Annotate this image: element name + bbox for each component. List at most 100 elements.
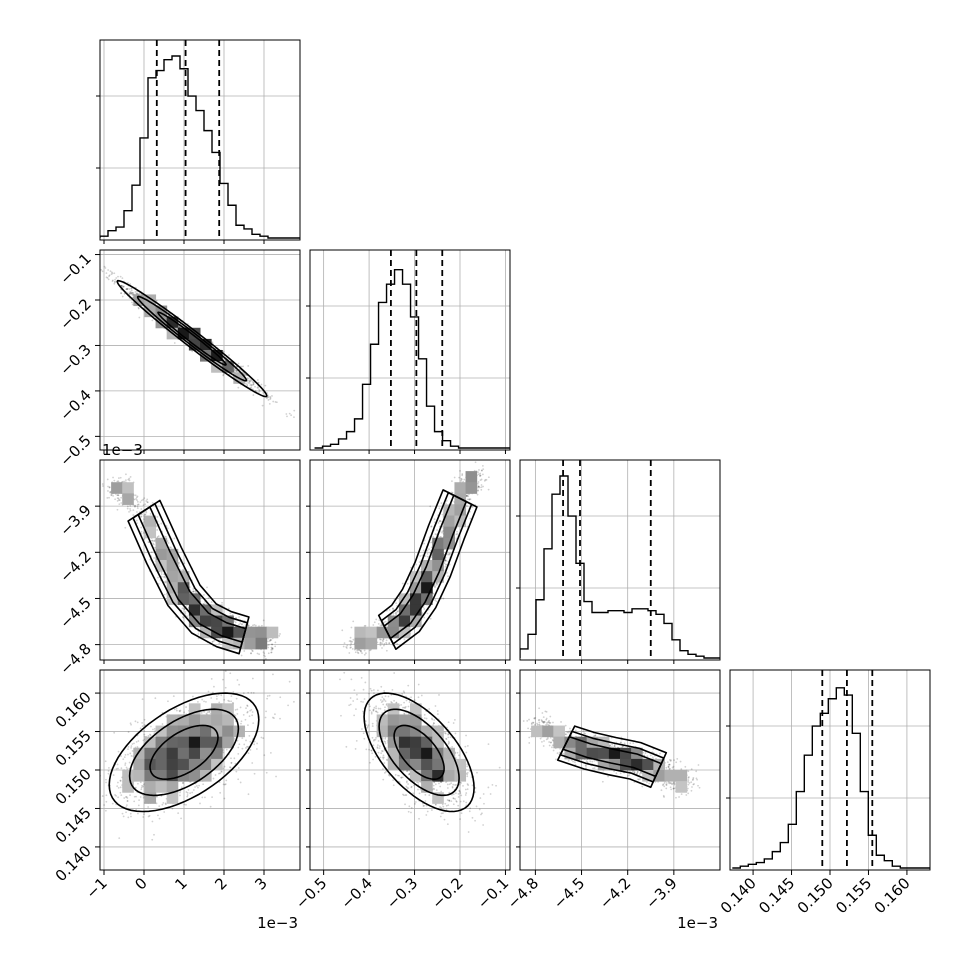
scatter-point (128, 288, 131, 290)
scatter-point (434, 533, 437, 535)
density-cell (211, 350, 223, 362)
scatter-point (274, 641, 277, 644)
scatter-point (120, 502, 123, 504)
scatter-point (238, 623, 240, 626)
scatter-point (450, 491, 453, 494)
scatter-point (247, 381, 250, 384)
scatter-point (385, 639, 388, 642)
scatter-point (108, 496, 110, 499)
scatter-point (418, 561, 421, 563)
scatter-point (151, 501, 154, 504)
scatter-point (479, 475, 481, 477)
scatter-point (382, 638, 385, 641)
scatter-point (107, 269, 110, 271)
scatter-point (267, 637, 270, 640)
density-cell (432, 560, 444, 572)
scatter-point (440, 502, 443, 505)
scatter-point (445, 499, 448, 502)
scatter-point (105, 276, 108, 279)
scatter-point (469, 498, 472, 501)
scatter-point (256, 386, 259, 389)
scatter-point (426, 552, 429, 555)
scatter-point (271, 395, 273, 397)
contour-line (136, 295, 248, 382)
density-cell (354, 637, 367, 650)
scatter-point (461, 473, 464, 475)
density-cell (166, 560, 179, 572)
scatter-point (424, 555, 427, 557)
scatter-point (342, 645, 345, 648)
scatter-point (267, 396, 270, 399)
scatter-point (163, 581, 166, 584)
scatter-point (258, 388, 261, 391)
axes-frame (519, 459, 721, 661)
scatter-point (114, 280, 116, 283)
scatter-point (140, 526, 143, 529)
scatter-point (116, 497, 119, 500)
histogram-step (732, 687, 930, 869)
scatter-point (188, 586, 191, 589)
scatter-point (258, 390, 261, 392)
scatter-point (194, 590, 197, 593)
scatter-point (252, 381, 255, 384)
scatter-point (123, 480, 126, 483)
scatter-point (252, 394, 255, 396)
scatter-point (392, 607, 394, 610)
scatter-point (261, 404, 264, 407)
scatter-point (156, 515, 159, 518)
scatter-point (234, 370, 237, 372)
scatter-point (441, 513, 444, 516)
scatter-point (168, 546, 171, 549)
scatter-point (466, 525, 469, 528)
scatter-point (365, 652, 367, 655)
density-cell (155, 316, 168, 329)
density-cell (255, 626, 268, 639)
scatter-point (434, 599, 437, 601)
scatter-point (480, 488, 483, 491)
scatter-point (460, 477, 463, 480)
scatter-point (160, 573, 163, 575)
scatter-point (485, 478, 488, 481)
scatter-point (122, 285, 125, 288)
scatter-point (443, 562, 446, 565)
scatter-point (236, 366, 238, 368)
contour-line (127, 499, 250, 655)
density-cell (177, 327, 190, 340)
scatter-point (191, 350, 194, 353)
scatter-point (251, 381, 254, 383)
density-cell (188, 593, 201, 605)
scatter-point (181, 607, 184, 610)
scatter-point (426, 612, 429, 615)
scatter-point (279, 633, 281, 635)
scatter-point (135, 498, 137, 500)
scatter-point (136, 503, 139, 506)
scatter-point (444, 559, 447, 562)
scatter-point (460, 480, 463, 482)
scatter-point (434, 585, 436, 588)
scatter-point (113, 479, 116, 482)
scatter-point (396, 643, 399, 645)
scatter-point (423, 539, 426, 542)
scatter-point (349, 639, 352, 642)
scatter-point (392, 607, 394, 610)
scatter-point (117, 275, 119, 278)
density-cell (222, 626, 234, 639)
scatter-point (477, 485, 480, 488)
scatter-point (146, 498, 149, 501)
scatter-point (456, 530, 458, 533)
scatter-point (271, 643, 273, 646)
scatter-point (241, 623, 244, 626)
scatter-point (156, 529, 159, 531)
scatter-point (248, 380, 251, 383)
scatter-point (468, 498, 471, 501)
scatter-point (479, 474, 482, 477)
scatter-point (106, 478, 109, 481)
scatter-point (444, 565, 447, 568)
scatter-point (448, 552, 451, 555)
scatter-point (120, 284, 123, 287)
scatter-point (264, 384, 267, 387)
scatter-point (258, 653, 261, 656)
density-cell (421, 571, 433, 583)
scatter-point (379, 638, 381, 641)
scatter-point (468, 498, 471, 501)
